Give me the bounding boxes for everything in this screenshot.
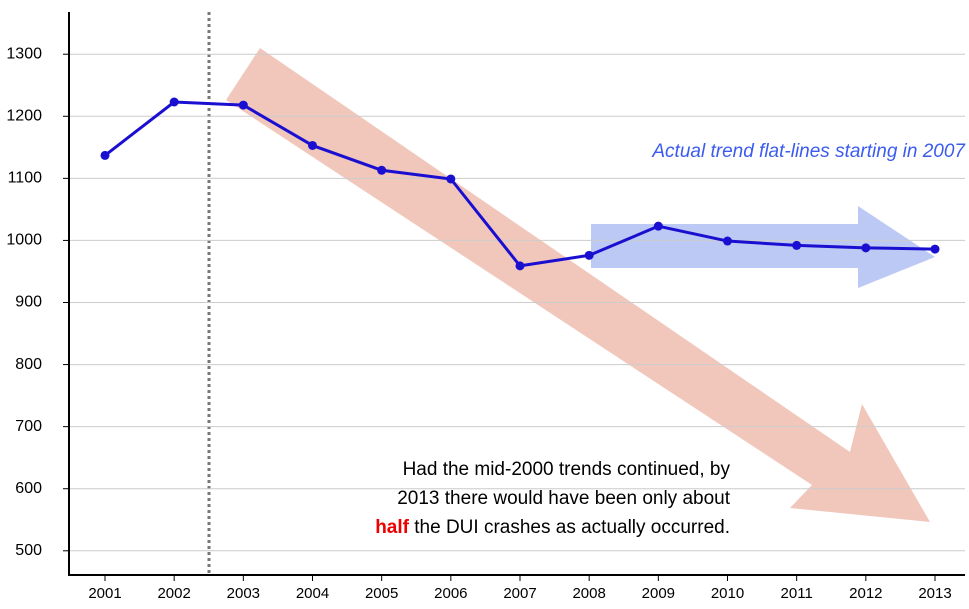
x-tick-label: 2006: [434, 585, 467, 602]
x-tick-label: 2002: [157, 585, 190, 602]
x-tick-label: 2013: [918, 585, 951, 602]
y-tick-label: 1000: [6, 232, 42, 249]
note-emphasis: half: [375, 517, 409, 538]
data-point: [377, 165, 387, 175]
data-point: [930, 244, 940, 254]
data-point: [100, 150, 110, 160]
x-tick-label: 2001: [88, 585, 121, 602]
x-tick-label: 2005: [365, 585, 398, 602]
x-tick-label: 2007: [503, 585, 536, 602]
data-point: [169, 97, 179, 107]
note-line: Had the mid-2000 trends continued, by: [403, 459, 731, 480]
note-line: 2013 there would have been only about: [397, 488, 730, 509]
y-tick-label: 1200: [6, 108, 42, 125]
y-tick-label: 800: [15, 356, 42, 373]
x-tick-label: 2008: [572, 585, 605, 602]
flat-arrow: [591, 206, 935, 288]
y-tick-label: 900: [15, 294, 42, 311]
data-point: [861, 243, 871, 253]
plot-area: [69, 53, 965, 552]
data-point: [515, 261, 525, 271]
y-tick-label: 500: [15, 542, 42, 559]
data-point: [308, 140, 317, 150]
trend-annotation: Actual trend flat-lines starting in 2007: [651, 141, 966, 162]
x-tick-label: 2010: [711, 585, 744, 602]
data-point: [238, 100, 248, 110]
data-point: [446, 174, 456, 184]
x-tick-label: 2003: [227, 585, 260, 602]
x-tick-label: 2011: [781, 585, 813, 602]
data-point: [584, 250, 594, 260]
data-point: [792, 240, 802, 250]
y-tick-label: 600: [15, 480, 42, 497]
x-tick-label: 2009: [642, 585, 675, 602]
note-rest: the DUI crashes as actually occurred.: [414, 517, 730, 538]
y-tick-label: 1100: [8, 170, 43, 187]
x-tick-label: 2004: [296, 585, 329, 602]
decline-arrow: [226, 48, 930, 522]
y-tick-label: 1300: [6, 45, 42, 62]
note-line: half the DUI crashes as actually occurre…: [375, 517, 730, 538]
x-tick-label: 2012: [849, 585, 882, 602]
data-point: [653, 221, 663, 231]
y-tick-label: 700: [15, 418, 42, 435]
data-point: [723, 236, 732, 246]
